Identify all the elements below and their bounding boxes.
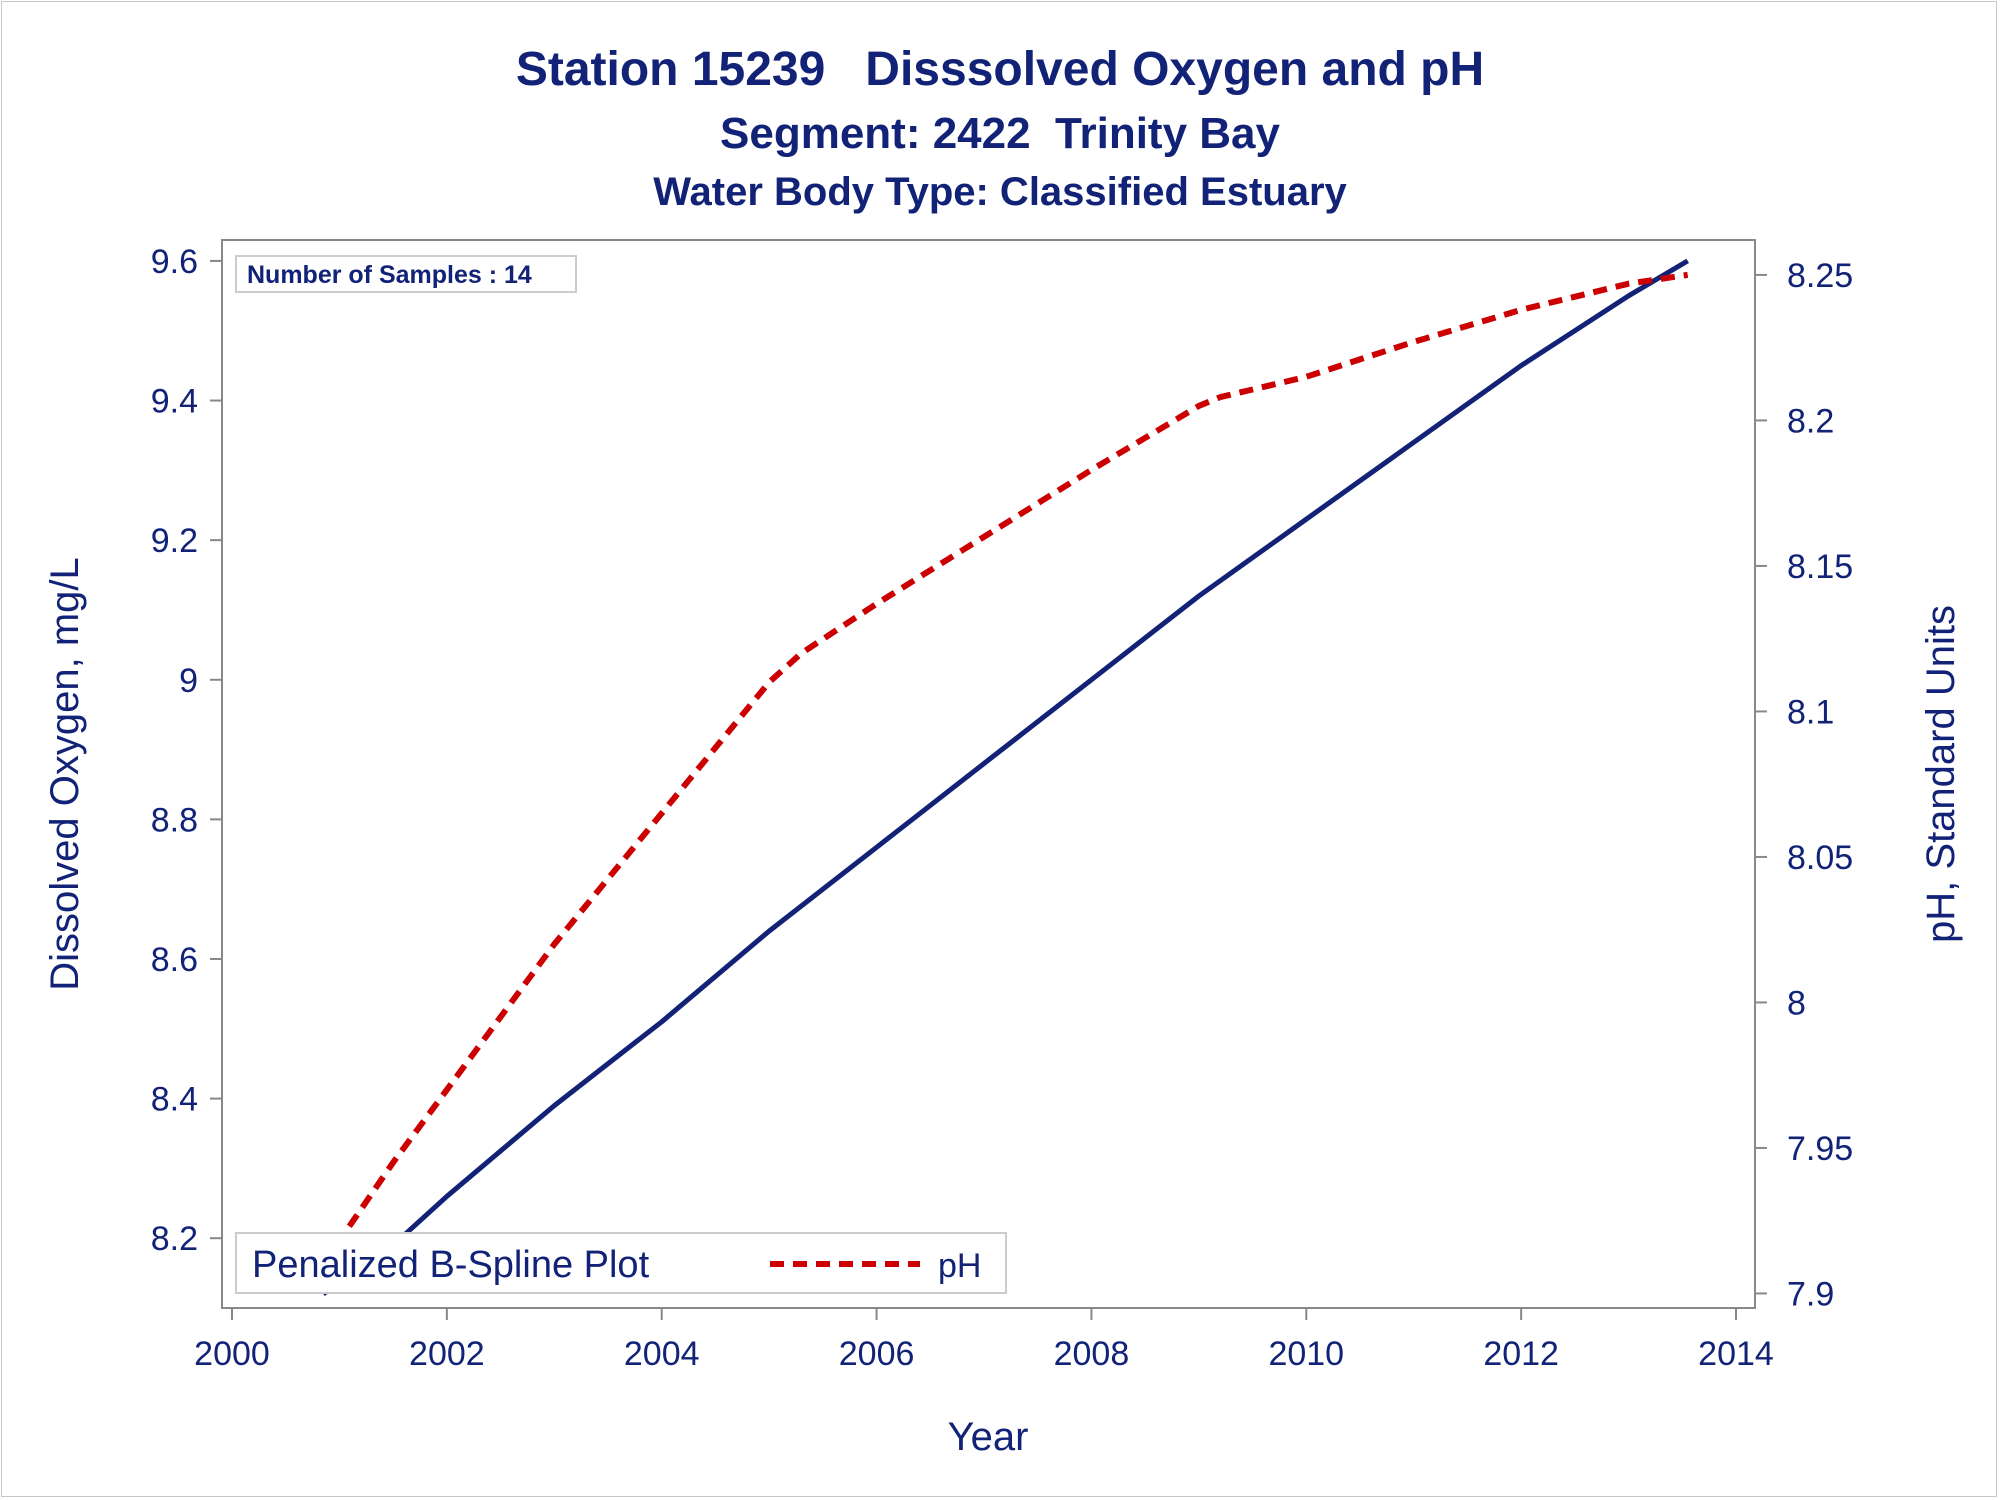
y-axis-right: 7.9 7.95 8 8.05 8.1 8.15 8.2 8.25	[1755, 257, 1853, 1313]
y-tick-label: 9.6	[151, 243, 198, 281]
y-tick-label: 8.6	[151, 941, 198, 979]
y2-tick-label: 8	[1787, 984, 1806, 1022]
y-tick-label: 8.2	[151, 1220, 198, 1258]
legend-title: Penalized B-Spline Plot	[252, 1244, 650, 1286]
x-tick-label: 2012	[1483, 1335, 1559, 1373]
y-tick-label: 8.4	[151, 1081, 198, 1119]
chart-subtitle-2: Water Body Type: Classified Estuary	[653, 170, 1347, 214]
legend-box	[235, 1232, 1007, 1294]
x-tick-label: 2006	[839, 1335, 915, 1373]
x-tick-label: 2010	[1268, 1335, 1344, 1373]
x-tick-label: 2004	[624, 1335, 700, 1373]
annotation-box	[235, 255, 577, 293]
y2-tick-label: 7.95	[1787, 1130, 1853, 1168]
y-axis-label: Dissolved Oxygen, mg/L	[43, 557, 87, 991]
series-line-ph	[320, 271, 1689, 1266]
y-tick-label: 9.4	[151, 383, 198, 421]
y-tick-label: 8.8	[151, 801, 198, 839]
y-axis-left: 8.2 8.4 8.6 8.8 9 9.2 9.4 9.6	[151, 243, 222, 1258]
sample-count-annotation: Number of Samples : 14	[247, 261, 532, 289]
chart-title: Station 15239 Disssolved Oxygen and pH	[516, 43, 1484, 96]
x-axis-label: Year	[948, 1415, 1029, 1459]
y2-tick-label: 8.25	[1787, 257, 1853, 295]
legend-label-ph: pH	[938, 1247, 981, 1285]
x-axis: 2000 2002 2004 2006 2008 2010 2012 2014	[194, 1308, 1774, 1373]
y-tick-label: 9.2	[151, 522, 198, 560]
x-tick-label: 2014	[1698, 1335, 1774, 1373]
y2-axis-label: pH, Standard Units	[1919, 605, 1963, 943]
series-layer	[320, 258, 1689, 1297]
x-tick-label: 2000	[194, 1335, 270, 1373]
y2-tick-label: 8.1	[1787, 693, 1834, 731]
y2-tick-label: 8.05	[1787, 839, 1853, 877]
x-tick-label: 2002	[409, 1335, 485, 1373]
chart-subtitle: Segment: 2422 Trinity Bay	[720, 109, 1281, 158]
y2-tick-label: 8.2	[1787, 402, 1834, 440]
y-tick-label: 9	[179, 662, 198, 700]
y2-tick-label: 8.15	[1787, 548, 1853, 586]
x-tick-label: 2008	[1054, 1335, 1130, 1373]
y2-tick-label: 7.9	[1787, 1275, 1834, 1313]
legend: Penalized B-Spline Plot pH	[235, 1232, 1007, 1294]
plot-area	[221, 239, 1756, 1309]
series-line-dissolved-oxygen	[321, 258, 1689, 1297]
